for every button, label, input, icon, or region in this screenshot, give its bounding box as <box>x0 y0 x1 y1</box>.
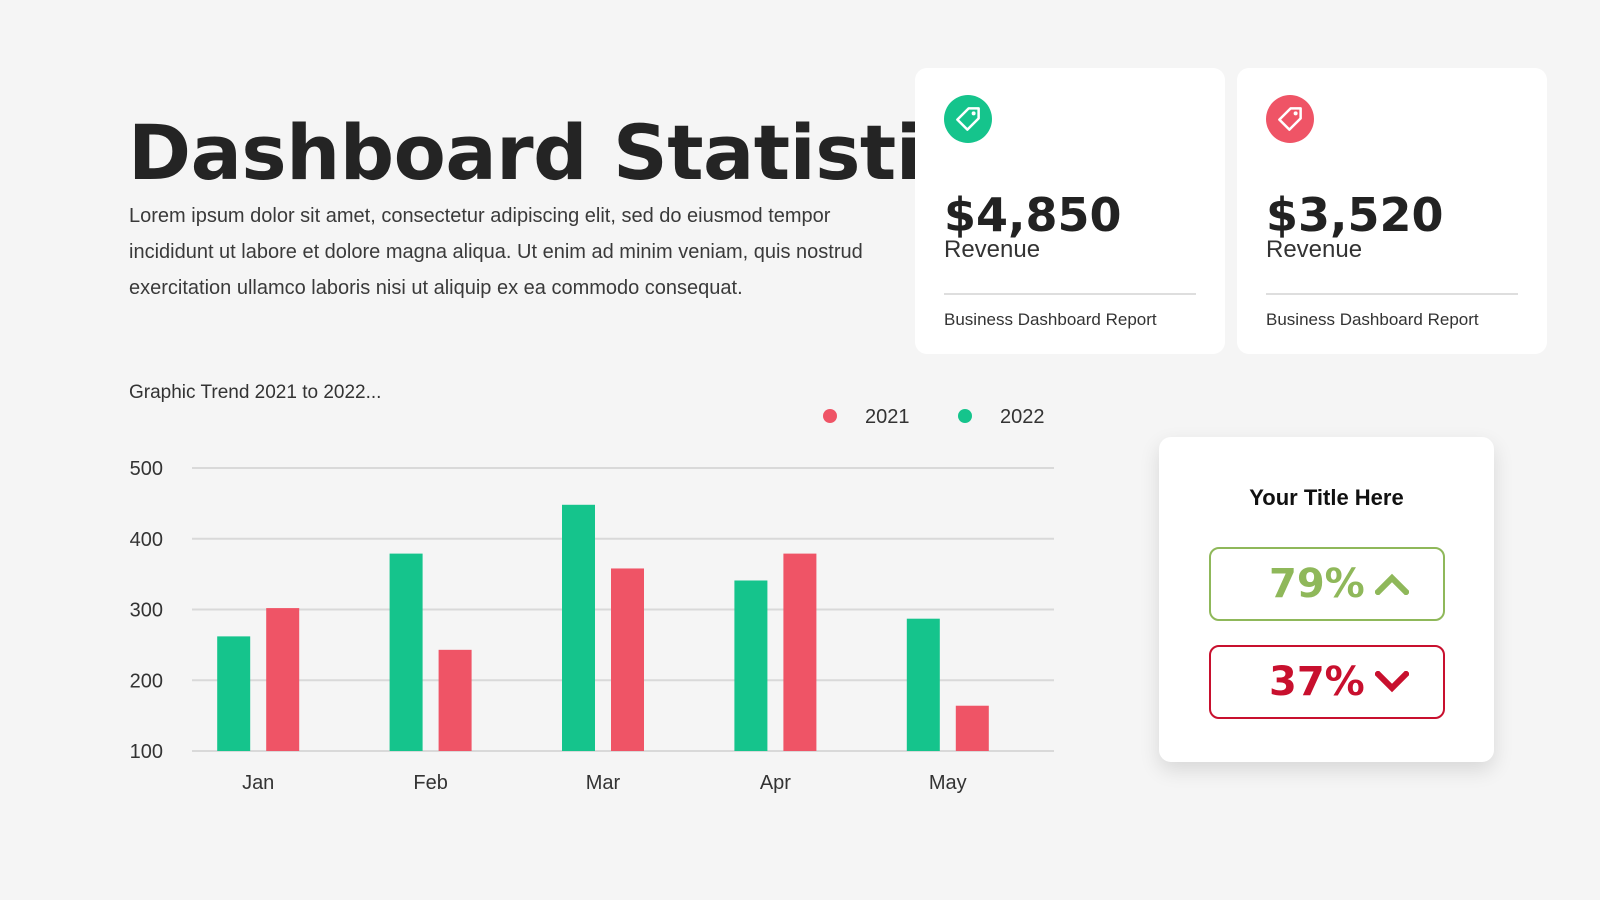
kpi-down-value: 37% <box>1269 659 1365 705</box>
kpi-down-badge: 37% <box>1209 645 1445 719</box>
bar-2022-mar <box>562 504 595 751</box>
price-tag-icon <box>944 95 992 143</box>
bar-2021-may <box>955 705 989 751</box>
x-tick-label: Feb <box>413 772 447 794</box>
revenue-card: $3,520 Revenue Business Dashboard Report <box>1237 68 1547 354</box>
x-tick-label: Mar <box>586 772 621 794</box>
revenue-amount: $4,850 <box>944 188 1122 242</box>
bar-2021-jan <box>266 608 300 751</box>
legend-label: 2021 <box>865 406 910 428</box>
chart-bars <box>217 504 989 751</box>
legend-marker <box>823 409 837 423</box>
y-tick-label: 500 <box>130 458 163 480</box>
bar-2022-feb <box>389 553 423 751</box>
x-tick-label: May <box>929 772 967 794</box>
revenue-label: Revenue <box>1266 236 1363 263</box>
page-title: Dashboard Statistic <box>128 108 966 197</box>
chart-caption: Graphic Trend 2021 to 2022... <box>129 382 382 403</box>
chevron-up-icon <box>1375 573 1409 595</box>
kpi-up-badge: 79% <box>1209 547 1445 621</box>
y-tick-label: 300 <box>130 600 163 622</box>
kpi-title: Your Title Here <box>1249 485 1404 510</box>
bar-2022-apr <box>734 580 768 751</box>
revenue-card: $4,850 Revenue Business Dashboard Report <box>915 68 1225 354</box>
price-tag-icon <box>1266 95 1314 143</box>
card-divider <box>944 293 1196 295</box>
revenue-amount: $3,520 <box>1266 188 1444 242</box>
y-tick-label: 200 <box>130 670 163 692</box>
chevron-down-icon <box>1375 671 1409 693</box>
page-description: Lorem ipsum dolor sit amet, consectetur … <box>129 205 863 299</box>
legend-marker <box>958 409 972 423</box>
bar-2021-mar <box>611 568 644 751</box>
bar-chart: 100 200 300 400 500 Jan Feb Mar Apr May 2021 2022 <box>130 406 1054 794</box>
card-divider <box>1266 293 1518 295</box>
y-tick-label: 100 <box>130 741 163 763</box>
bar-2022-may <box>906 618 940 751</box>
x-tick-label: Jan <box>242 772 274 794</box>
x-tick-label: Apr <box>760 772 791 794</box>
x-axis-labels: Jan Feb Mar Apr May <box>242 772 967 794</box>
bar-2022-jan <box>217 636 251 751</box>
card-footer: Business Dashboard Report <box>944 310 1157 329</box>
chart-legend: 2021 2022 <box>823 406 1045 428</box>
y-tick-label: 400 <box>130 529 163 551</box>
card-footer: Business Dashboard Report <box>1266 310 1479 329</box>
legend-label: 2022 <box>1000 406 1045 428</box>
bar-2021-apr <box>783 553 817 751</box>
bar-2021-feb <box>438 649 472 751</box>
kpi-panel: Your Title Here 79% 37% <box>1159 437 1494 762</box>
revenue-label: Revenue <box>944 236 1041 263</box>
kpi-up-value: 79% <box>1269 561 1365 607</box>
